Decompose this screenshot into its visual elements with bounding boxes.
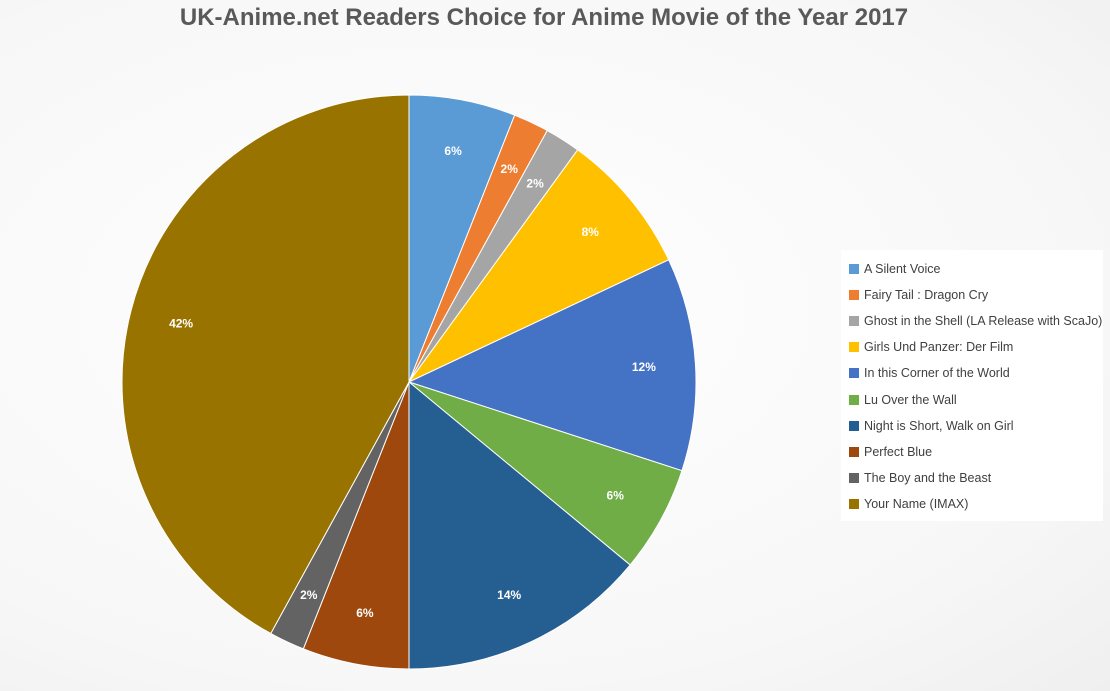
legend-item[interactable]: Fairy Tail : Dragon Cry bbox=[841, 282, 1103, 308]
legend-swatch bbox=[849, 290, 859, 301]
legend-label: Girls Und Panzer: Der Film bbox=[864, 340, 1014, 355]
legend-swatch bbox=[849, 342, 859, 353]
legend-swatch bbox=[849, 394, 859, 405]
data-label: 8% bbox=[582, 225, 600, 239]
legend-label: Your Name (IMAX) bbox=[864, 496, 969, 511]
legend-label: Ghost in the Shell (LA Release with ScaJ… bbox=[864, 314, 1103, 329]
chart-legend: A Silent Voice Fairy Tail : Dragon Cry Gho… bbox=[841, 250, 1103, 521]
data-label: 2% bbox=[501, 162, 519, 176]
data-label: 2% bbox=[526, 176, 544, 190]
legend-item[interactable]: Girls Und Panzer: Der Film bbox=[841, 334, 1103, 360]
chart-title: UK-Anime.net Readers Choice for Anime Mo… bbox=[179, 4, 909, 31]
legend-swatch bbox=[849, 264, 859, 275]
legend-item[interactable]: In this Corner of the World bbox=[841, 360, 1103, 386]
legend-item[interactable]: Perfect Blue bbox=[841, 439, 1103, 465]
legend-label: In this Corner of the World bbox=[864, 366, 1010, 381]
pie-slice[interactable] bbox=[408, 380, 631, 670]
pie-slice[interactable] bbox=[407, 259, 697, 472]
legend-swatch bbox=[849, 498, 859, 509]
data-label: 42% bbox=[169, 317, 193, 331]
legend-swatch bbox=[849, 472, 859, 483]
legend-swatch bbox=[849, 316, 859, 327]
data-label: 6% bbox=[356, 606, 374, 620]
data-label: 6% bbox=[607, 488, 625, 502]
legend-swatch bbox=[849, 446, 859, 457]
legend-swatch bbox=[849, 368, 859, 379]
data-label: 6% bbox=[444, 144, 462, 158]
legend-swatch bbox=[849, 420, 859, 431]
legend-item[interactable]: A Silent Voice bbox=[841, 256, 1103, 282]
legend-item[interactable]: Your Name (IMAX) bbox=[841, 491, 1103, 517]
legend-label: Fairy Tail : Dragon Cry bbox=[864, 288, 989, 303]
data-label: 12% bbox=[632, 360, 656, 374]
legend-label: Lu Over the Wall bbox=[864, 392, 957, 407]
legend-label: A Silent Voice bbox=[864, 262, 941, 277]
legend-label: Night is Short, Walk on Girl bbox=[864, 418, 1014, 433]
legend-label: Perfect Blue bbox=[864, 444, 933, 459]
legend-item[interactable]: The Boy and the Beast bbox=[841, 465, 1103, 491]
data-label: 14% bbox=[497, 588, 521, 602]
pie-slice[interactable] bbox=[408, 149, 670, 383]
pie-slice[interactable] bbox=[121, 94, 410, 635]
legend-item[interactable]: Ghost in the Shell (LA Release with ScaJ… bbox=[841, 308, 1103, 334]
data-label: 2% bbox=[300, 588, 318, 602]
legend-item[interactable]: Night is Short, Walk on Girl bbox=[841, 413, 1103, 439]
legend-label: The Boy and the Beast bbox=[864, 470, 992, 485]
legend-item[interactable]: Lu Over the Wall bbox=[841, 386, 1103, 412]
